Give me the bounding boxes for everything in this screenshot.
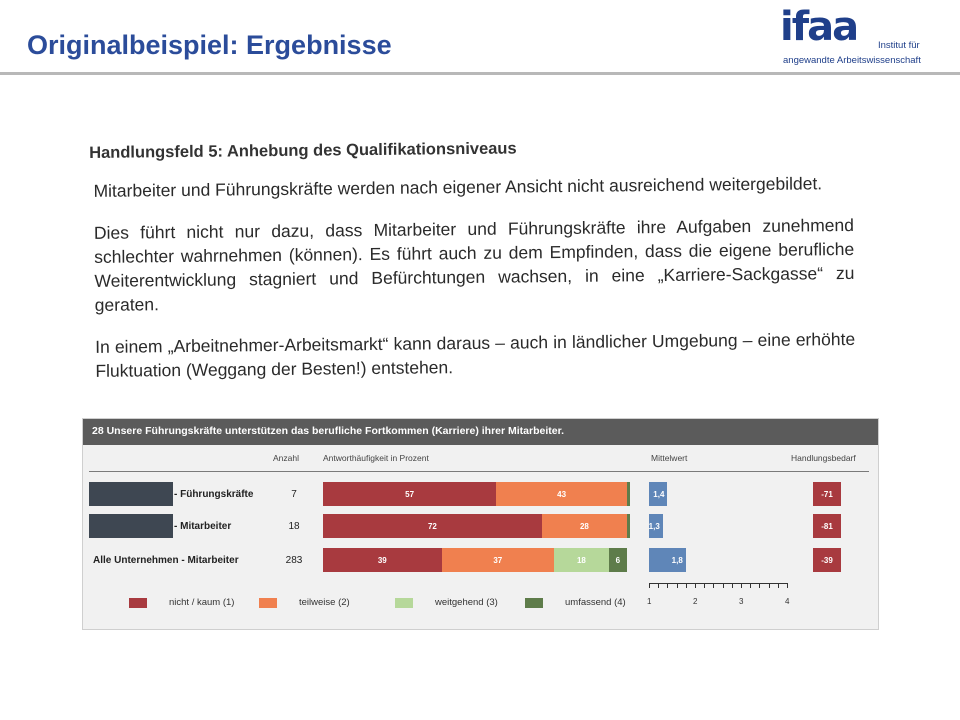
legend-label: umfassend (4) <box>565 597 626 608</box>
stacked-bar: 39 37 18 6 <box>323 548 627 572</box>
bar-segment: 37 <box>441 548 555 572</box>
row-count: 7 <box>291 489 297 500</box>
bar-segment: 39 <box>323 548 442 572</box>
bar-segment: 28 <box>541 514 627 538</box>
bar-segment: 6 <box>608 548 627 572</box>
respondent-group-block <box>89 514 173 538</box>
axis-tick <box>649 583 650 588</box>
legend-swatch <box>259 598 277 608</box>
title-divider <box>0 72 960 75</box>
mean-bar: 1,4 <box>649 482 668 506</box>
column-header-need: Handlungsbedarf <box>791 453 856 463</box>
slide-title: Originalbeispiel: Ergebnisse <box>27 30 392 60</box>
stacked-bar: 574300 <box>323 482 630 506</box>
action-need-value: -39 <box>813 548 841 572</box>
axis-tick-label: 3 <box>739 597 744 606</box>
row-count: 283 <box>285 555 303 566</box>
axis-tick <box>695 583 696 588</box>
axis-tick <box>750 583 752 588</box>
axis-tick <box>685 583 687 588</box>
legend-label: teilweise (2) <box>299 597 350 608</box>
chart-header: 28 Unsere Führungskräfte unterstützen da… <box>83 419 878 445</box>
axis-tick <box>768 583 770 588</box>
column-header-mean: Mittelwert <box>651 453 688 463</box>
axis-tick <box>713 583 715 588</box>
scanned-document: Handlungsfeld 5: Anhebung des Qualifikat… <box>86 132 879 401</box>
row-count: 18 <box>288 521 300 532</box>
action-need-value: -81 <box>813 514 841 538</box>
document-paragraph-3: In einem „Arbeitnehmer-Arbeitsmarkt“ kan… <box>95 328 856 381</box>
axis-tick <box>658 583 660 588</box>
bar-segment: 18 <box>554 548 609 572</box>
bar-segment: 43 <box>496 482 627 506</box>
bar-segment: 0 <box>627 514 630 538</box>
legend-swatch <box>395 598 413 608</box>
mean-axis-line <box>649 583 787 584</box>
bar-segment: 57 <box>323 482 497 506</box>
row-label: - Führungskräfte <box>174 489 254 500</box>
axis-tick <box>676 583 678 588</box>
mean-bar: 1,3 <box>649 514 663 538</box>
chart-title: 28 Unsere Führungskräfte unterstützen da… <box>92 425 565 437</box>
legend-label: nicht / kaum (1) <box>169 597 235 608</box>
legend-label: weitgehend (3) <box>435 597 498 608</box>
column-header-count: Anzahl <box>273 453 299 463</box>
axis-tick-label: 2 <box>693 597 698 606</box>
axis-tick <box>777 583 779 588</box>
header-rule <box>89 471 869 472</box>
axis-tick <box>741 583 742 588</box>
row-label: Alle Unternehmen - Mitarbeiter <box>93 555 239 566</box>
axis-tick <box>667 583 669 588</box>
bar-segment: 0 <box>627 482 630 506</box>
logo-wordmark: ifaa <box>780 4 859 50</box>
document-paragraph-2: Dies führt nicht nur dazu, dass Mitarbei… <box>93 214 855 315</box>
logo-tagline-2: angewandte Arbeitswissenschaft <box>783 55 921 66</box>
axis-tick-label: 4 <box>785 597 790 606</box>
axis-tick <box>722 583 724 588</box>
mean-bar: 1,8 <box>649 548 686 572</box>
column-header-frequency: Antworthäufigkeit in Prozent <box>323 453 429 463</box>
legend-swatch <box>525 598 543 608</box>
document-heading: Handlungsfeld 5: Anhebung des Qualifikat… <box>89 139 517 162</box>
axis-tick <box>787 583 788 588</box>
document-paragraph-1: Mitarbeiter und Führungskräfte werden na… <box>93 173 823 201</box>
logo-tagline-1: Institut für <box>878 40 920 51</box>
legend-swatch <box>129 598 147 608</box>
axis-tick <box>704 583 706 588</box>
ifaa-logo: ifaa Institut für angewandte Arbeitswiss… <box>780 4 950 66</box>
survey-chart: 28 Unsere Führungskräfte unterstützen da… <box>82 418 879 630</box>
axis-tick <box>731 583 733 588</box>
axis-tick <box>759 583 761 588</box>
respondent-group-block <box>89 482 173 506</box>
stacked-bar: 722800 <box>323 514 630 538</box>
action-need-value: -71 <box>813 482 841 506</box>
axis-tick-label: 1 <box>647 597 652 606</box>
row-label: - Mitarbeiter <box>174 521 232 532</box>
bar-segment: 72 <box>323 514 542 538</box>
